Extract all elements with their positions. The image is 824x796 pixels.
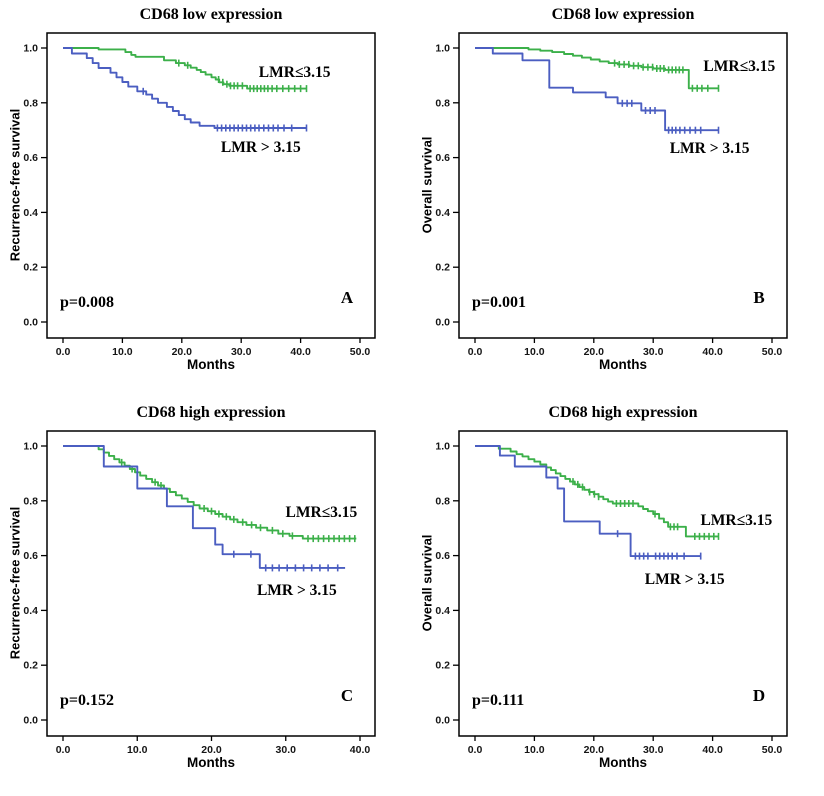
series-label-lmr-gt: LMR > 3.15 [669, 140, 750, 158]
y-tick-label: 0.8 [435, 495, 450, 507]
panel-title: CD68 low expression [139, 6, 283, 23]
plot-border [458, 32, 788, 339]
x-axis-label: Months [187, 755, 235, 770]
km-plot-a: 0.0 10.0 20.0 30.0 40.0 50.0 0.0 0.2 0.4 0.6 0.8 1.… [23, 32, 376, 358]
panel-title: CD68 high expression [548, 404, 698, 421]
series-label-lmr-gt: LMR > 3.15 [220, 139, 301, 156]
km-curve-lmr-gt [63, 445, 346, 569]
x-tick-label: 50.0 [350, 346, 371, 358]
panel-title: CD68 high expression [136, 404, 286, 421]
panel-letter: A [340, 288, 354, 307]
panel-letter: C [340, 686, 354, 705]
series-label-lmr-gt: LMR > 3.15 [256, 582, 337, 600]
x-tick-label: 40.0 [702, 346, 723, 358]
x-tick-label: 40.0 [290, 346, 311, 358]
km-curve-lmr-le [63, 445, 357, 540]
x-tick-label: 50.0 [762, 346, 783, 358]
y-tick-label: 0.6 [23, 152, 38, 164]
p-value-label: p=0.111 [472, 692, 525, 709]
x-tick-label: 10.0 [127, 744, 148, 756]
y-tick-label: 0.6 [435, 152, 450, 164]
series-label-lmr-gt: LMR > 3.15 [644, 571, 725, 589]
panel-letter: D [752, 686, 766, 705]
y-tick-label: 0.0 [23, 715, 38, 727]
panel-b: 0.0 10.0 20.0 30.0 40.0 50.0 0.0 0.2 0.4 0.6 0.8 1.… [412, 0, 824, 398]
series-label-lmr-le: LMR≤3.15 [258, 63, 331, 81]
y-axis-label: Overall survival [419, 136, 435, 234]
x-tick-label: 30.0 [643, 744, 664, 756]
x-tick-label: 0.0 [468, 744, 483, 756]
y-tick-label: 0.4 [435, 207, 450, 219]
y-tick-label: 0.8 [435, 97, 450, 109]
series-label-lmr-le: LMR≤3.15 [700, 512, 773, 530]
y-tick-label: 0.4 [23, 605, 38, 617]
x-tick-label: 0.0 [56, 346, 71, 358]
km-plot-b: 0.0 10.0 20.0 30.0 40.0 50.0 0.0 0.2 0.4 0.6 0.8 1.… [435, 32, 788, 358]
y-tick-label: 0.2 [435, 262, 450, 274]
y-axis-label: Recurrence-free survival [7, 108, 23, 262]
x-tick-label: 50.0 [762, 744, 783, 756]
km-curve-lmr-gt [475, 445, 701, 558]
x-tick-label: 10.0 [112, 346, 133, 358]
panel-a: 0.0 10.0 20.0 30.0 40.0 50.0 0.0 0.2 0.4 0.6 0.8 1.… [0, 0, 412, 398]
x-tick-label: 20.0 [584, 346, 605, 358]
p-value-label: p=0.008 [60, 294, 115, 311]
km-curve-lmr-le [475, 445, 719, 538]
x-tick-label: 0.0 [468, 346, 483, 358]
y-axis-label: Recurrence-free survival [7, 506, 23, 660]
series-label-lmr-le: LMR≤3.15 [703, 57, 776, 75]
series-label-lmr-le: LMR≤3.15 [285, 504, 358, 522]
x-tick-label: 0.0 [56, 744, 71, 756]
panel-c: 0.0 10.0 20.0 30.0 40.0 0.0 0.2 0.4 0.6 0.8 1.0 CD… [0, 398, 412, 796]
panel-title: CD68 low expression [551, 6, 695, 23]
x-axis-label: Months [187, 357, 235, 372]
p-value-label: p=0.001 [472, 294, 527, 311]
y-tick-label: 1.0 [23, 441, 38, 453]
panel-d: 0.0 10.0 20.0 30.0 40.0 50.0 0.0 0.2 0.4 0.6 0.8 1.… [412, 398, 824, 796]
panel-letter: B [753, 288, 765, 307]
x-tick-label: 10.0 [524, 744, 545, 756]
km-plot-c: 0.0 10.0 20.0 30.0 40.0 0.0 0.2 0.4 0.6 0.8 1.0 [23, 430, 376, 756]
x-tick-label: 20.0 [201, 744, 222, 756]
x-tick-label: 40.0 [350, 744, 371, 756]
y-tick-label: 0.2 [23, 262, 38, 274]
y-tick-label: 0.0 [435, 715, 450, 727]
x-tick-label: 30.0 [276, 744, 297, 756]
x-tick-label: 30.0 [643, 346, 664, 358]
y-tick-label: 0.0 [23, 317, 38, 329]
x-axis-label: Months [599, 755, 647, 770]
x-tick-label: 20.0 [172, 346, 193, 358]
y-tick-label: 1.0 [23, 43, 38, 55]
x-tick-label: 20.0 [584, 744, 605, 756]
y-tick-label: 0.0 [435, 317, 450, 329]
km-plot-d: 0.0 10.0 20.0 30.0 40.0 50.0 0.0 0.2 0.4 0.6 0.8 1.… [435, 430, 788, 756]
y-tick-label: 0.6 [23, 550, 38, 562]
p-value-label: p=0.152 [60, 692, 115, 709]
y-tick-label: 0.8 [23, 97, 38, 109]
y-tick-label: 1.0 [435, 441, 450, 453]
y-tick-label: 0.2 [23, 660, 38, 672]
x-axis-label: Months [599, 357, 647, 372]
x-tick-label: 10.0 [524, 346, 545, 358]
y-tick-label: 0.4 [435, 605, 450, 617]
y-tick-label: 0.6 [435, 550, 450, 562]
km-curve-lmr-gt [63, 47, 307, 129]
x-tick-label: 40.0 [702, 744, 723, 756]
plot-border [458, 430, 788, 737]
plot-border [46, 32, 376, 339]
y-tick-label: 0.4 [23, 207, 38, 219]
x-tick-label: 30.0 [231, 346, 252, 358]
y-tick-label: 0.8 [23, 495, 38, 507]
y-tick-label: 0.2 [435, 660, 450, 672]
y-axis-label: Overall survival [419, 534, 435, 632]
y-tick-label: 1.0 [435, 43, 450, 55]
